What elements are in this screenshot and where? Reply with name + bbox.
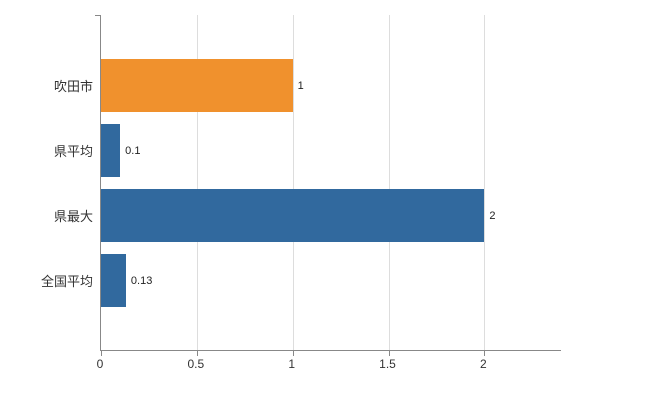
value-label: 0.13 [130, 274, 153, 287]
value-label: 0.1 [125, 144, 141, 157]
bar-row: 0.13 [101, 248, 561, 313]
x-tick-mark [484, 351, 486, 356]
gridline [292, 15, 294, 350]
x-tick-label: 1 [288, 357, 295, 371]
category-label: 全国平均 [40, 274, 93, 289]
category-label: 吹田市 [53, 79, 93, 94]
plot-area: 1 0.1 2 0.13 [95, 15, 561, 356]
bar-row: 1 [101, 53, 561, 118]
x-tick-label: 2 [479, 357, 487, 371]
gridline [388, 15, 390, 350]
y-axis-labels: 吹田市県平均県最大全国平均 [0, 53, 93, 313]
bar-row: 2 [101, 183, 561, 248]
category-label: 県平均 [53, 144, 93, 159]
x-tick-label: 1.5 [379, 357, 396, 371]
bar-全国平均 [101, 254, 126, 307]
value-label: 2 [489, 209, 496, 222]
bar-row: 0.1 [101, 118, 561, 183]
x-tick-mark [101, 351, 102, 356]
bar-県平均 [101, 124, 121, 177]
category-label: 県最大 [53, 209, 93, 224]
x-tick-mark [196, 351, 198, 356]
x-tick-label: 0.5 [187, 357, 205, 371]
x-tick-mark [388, 351, 390, 356]
bar-rows: 1 0.1 2 0.13 [101, 53, 561, 313]
bar-吹田市 [101, 59, 293, 112]
value-label: 1 [297, 79, 304, 92]
y-tick-mark [95, 15, 100, 16]
x-tick-mark [292, 351, 294, 356]
gridline [196, 15, 198, 350]
bar-県最大 [101, 189, 485, 242]
x-tick-label: 0 [96, 357, 104, 371]
gridline [484, 15, 486, 350]
